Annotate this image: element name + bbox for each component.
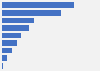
Bar: [2, 48, 12, 53]
Bar: [2, 10, 61, 15]
Bar: [2, 40, 17, 46]
Bar: [2, 56, 7, 61]
Bar: [2, 2, 74, 8]
Bar: [2, 18, 34, 23]
Bar: [2, 25, 29, 31]
Bar: [2, 33, 21, 38]
Bar: [2, 63, 3, 69]
